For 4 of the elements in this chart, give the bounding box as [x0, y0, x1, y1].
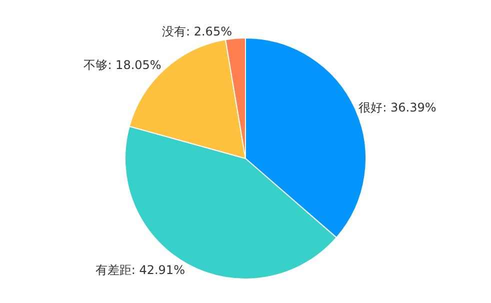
slice-label: 有差距: 42.91%: [95, 263, 185, 278]
slice-label: 不够: 18.05%: [84, 58, 162, 72]
slice-label: 很好: 36.39%: [358, 100, 436, 114]
slice-label: 没有: 2.65%: [162, 24, 232, 38]
